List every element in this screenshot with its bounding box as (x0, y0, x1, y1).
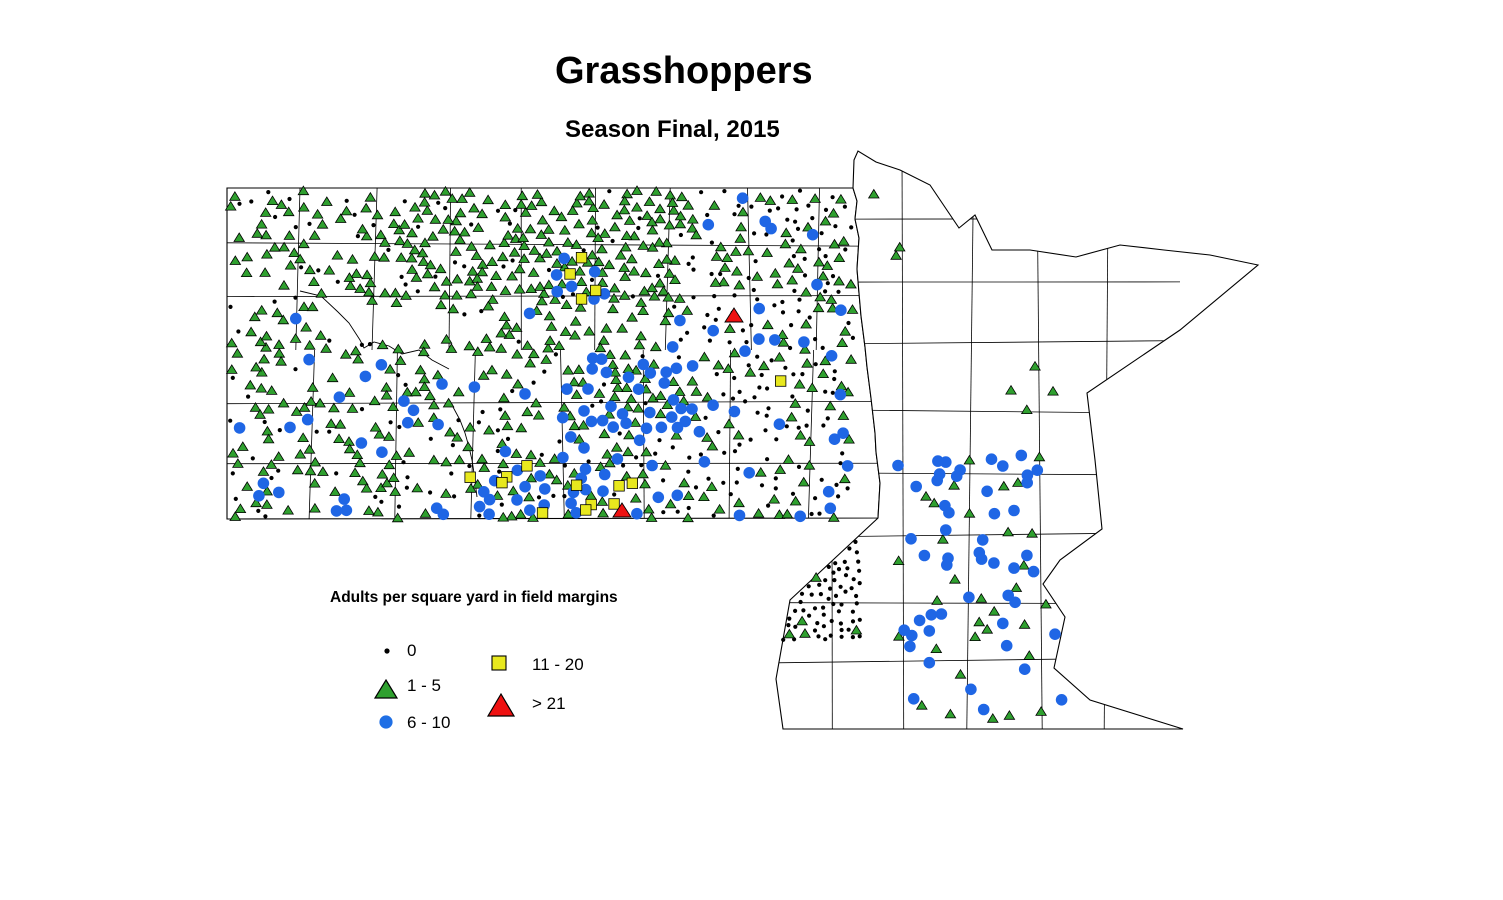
svg-text:11 - 20: 11 - 20 (532, 655, 584, 674)
svg-text:0: 0 (407, 641, 416, 660)
svg-text:> 21: > 21 (532, 694, 566, 713)
svg-text:6 - 10: 6 - 10 (407, 713, 450, 732)
svg-text:1 - 5: 1 - 5 (407, 676, 441, 695)
